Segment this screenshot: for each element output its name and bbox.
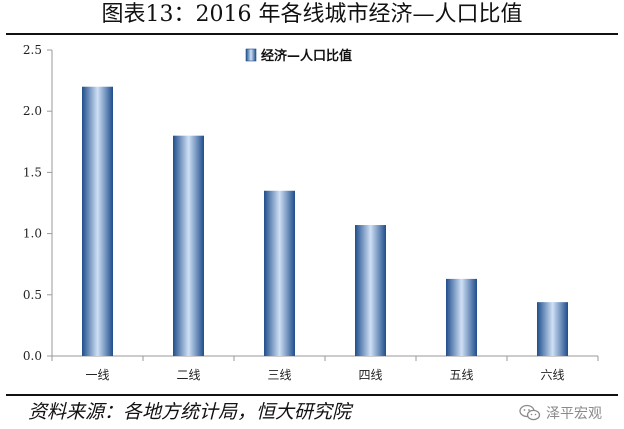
top-divider bbox=[6, 33, 618, 35]
bar bbox=[537, 302, 568, 356]
bar bbox=[446, 278, 477, 356]
wechat-icon bbox=[519, 404, 541, 421]
y-tick-label: 2.0 bbox=[23, 104, 42, 118]
x-tick-label: 二线 bbox=[176, 368, 200, 382]
y-tick-label: 0.0 bbox=[23, 349, 42, 363]
bar bbox=[82, 86, 113, 356]
bar bbox=[173, 135, 204, 356]
y-tick-label: 1.0 bbox=[23, 227, 42, 241]
source-note: 资料来源：各地方统计局，恒大研究院 bbox=[28, 401, 352, 423]
watermark-text: 泽平宏观 bbox=[546, 406, 602, 422]
bar bbox=[264, 190, 295, 356]
x-tick-label: 一线 bbox=[85, 368, 109, 382]
x-tick-label: 三线 bbox=[267, 368, 291, 382]
x-tick-label: 六线 bbox=[540, 368, 564, 382]
y-tick-label: 2.5 bbox=[23, 43, 42, 57]
chart-title: 图表13：2016 年各线城市经济—人口比值 bbox=[101, 2, 523, 27]
legend-label: 经济—人口比值 bbox=[261, 48, 352, 64]
bar bbox=[355, 225, 386, 356]
y-tick-label: 0.5 bbox=[23, 288, 42, 302]
y-tick-label: 1.5 bbox=[23, 165, 42, 179]
watermark: 泽平宏观 bbox=[519, 402, 602, 424]
bar-chart: 0.0 0.5 1.0 1.5 2.0 2.5 一线 二线 三线 四线 五线 六线 经济—人口比值 bbox=[23, 43, 599, 382]
legend-swatch bbox=[245, 48, 257, 62]
bottom-divider bbox=[6, 394, 618, 396]
x-tick-label: 四线 bbox=[358, 368, 382, 382]
x-tick-label: 五线 bbox=[449, 368, 473, 382]
